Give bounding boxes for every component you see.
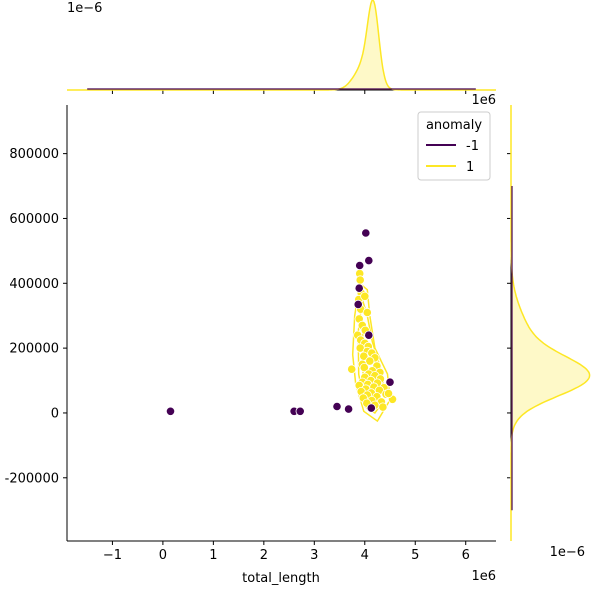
legend: anomaly -1 1	[417, 111, 491, 181]
scatter-point	[347, 364, 357, 374]
x-tick-label: −1	[103, 548, 122, 563]
scatter-point	[165, 406, 176, 416]
legend-label-neg1: -1	[466, 139, 479, 154]
scatter-point	[295, 406, 305, 416]
scatter-point	[364, 330, 374, 340]
y-tick-label: 400000	[9, 277, 59, 292]
right-marginal-y-offset-text: 1e6	[471, 93, 496, 108]
scatter-point	[378, 402, 388, 412]
x-offset-text: 1e6	[471, 569, 496, 584]
right-marginal-curve	[510, 105, 591, 541]
top-marginal-density	[67, 0, 496, 94]
scatter-point	[385, 377, 395, 387]
legend-label-pos1: 1	[466, 160, 474, 175]
x-tick-label: 6	[462, 548, 470, 563]
scatter-point	[343, 404, 354, 414]
top-marginal-fill	[67, 0, 496, 90]
x-tick-label: 2	[260, 548, 268, 563]
scatter-points-group	[165, 228, 398, 416]
x-tick-label: 4	[361, 548, 369, 563]
y-tick-label: 800000	[9, 147, 59, 162]
scatter-point	[361, 228, 371, 238]
right-marginal-density	[507, 105, 591, 541]
main-scatter-plot: −1 0 1 2 3 4 5 6 -200000 0 200000 400000 600000 80000…	[5, 105, 496, 563]
right-marginal-fill	[511, 105, 590, 541]
scatter-point	[354, 283, 364, 293]
y-tick-label: -200000	[5, 471, 59, 486]
x-tick-label: 1	[209, 548, 217, 563]
scatter-point	[362, 307, 372, 318]
scatter-point	[359, 362, 369, 373]
legend-title: anomaly	[426, 118, 482, 133]
y-tick-label: 0	[51, 406, 59, 421]
scatter-point	[355, 275, 365, 285]
scatter-point	[332, 401, 342, 412]
x-tick-label: 0	[159, 548, 167, 563]
top-marginal-offset-text: 1e−6	[67, 1, 102, 16]
x-tick-label: 5	[411, 548, 419, 563]
scatter-point	[366, 403, 376, 413]
top-marginal-curve	[67, 0, 496, 91]
scatter-point	[364, 255, 374, 266]
x-tick-label: 3	[310, 548, 318, 563]
right-marginal-x-offset-text: 1e−6	[550, 545, 585, 560]
x-axis-label: total_length	[242, 571, 320, 586]
scatter-point	[353, 299, 363, 309]
y-tick-label: 600000	[9, 212, 59, 227]
scatter-point	[360, 291, 370, 301]
main-axes: −1 0 1 2 3 4 5 6 -200000 0 200000 400000 600000 80000…	[5, 105, 496, 563]
scatter-point	[383, 388, 394, 399]
y-tick-label: 200000	[9, 342, 59, 357]
scatter-point	[355, 260, 365, 271]
